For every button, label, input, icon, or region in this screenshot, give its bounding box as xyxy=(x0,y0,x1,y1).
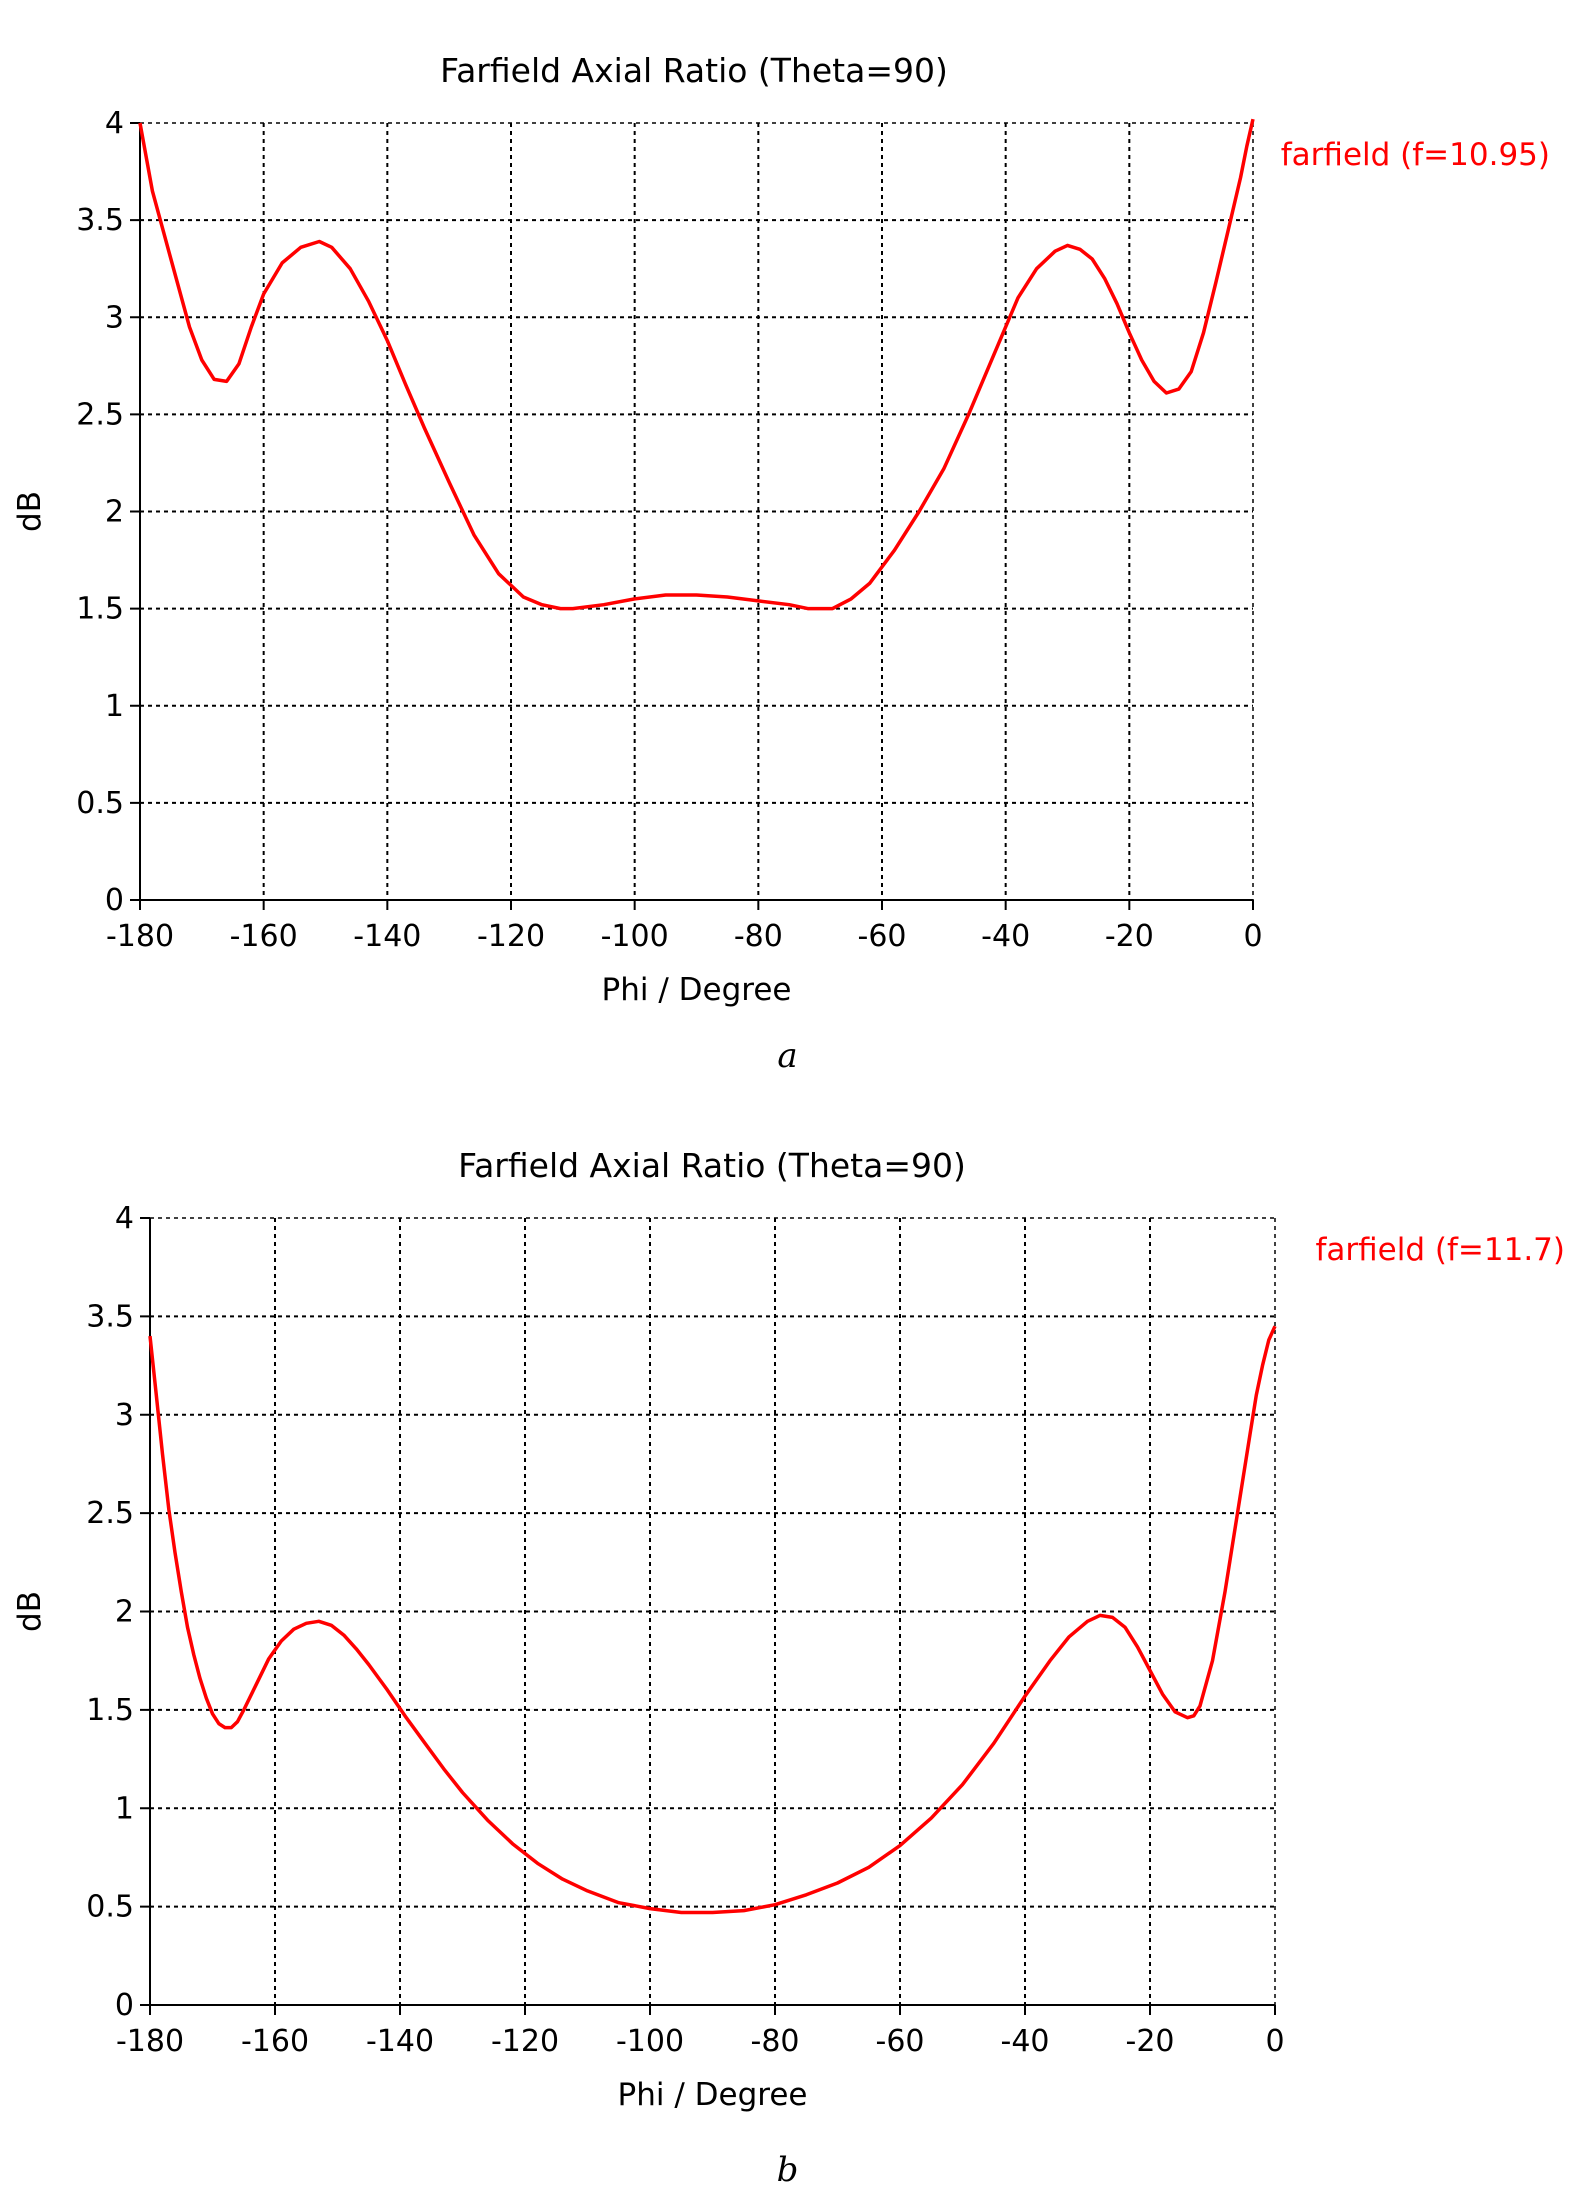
chart-panel-a: Farfield Axial Ratio (Theta=90) -180 -160 -… xyxy=(0,0,1575,1100)
series-line xyxy=(138,118,1255,611)
x-tick-label: -140 xyxy=(366,2024,434,2059)
x-tick-label: -120 xyxy=(477,919,545,954)
chart-title: Farfield Axial Ratio (Theta=90) xyxy=(458,1146,966,1185)
x-tick-label: -100 xyxy=(601,919,669,954)
x-tick-label: -60 xyxy=(858,919,907,954)
x-tick-label: -180 xyxy=(116,2024,184,2059)
x-tick-label: -80 xyxy=(734,919,783,954)
chart-b-svg: Farfield Axial Ratio (Theta=90) -180 -160 -… xyxy=(12,1146,1566,2113)
legend-entry: farfield (f=10.95) xyxy=(1281,137,1550,173)
caption-b: b xyxy=(776,2150,799,2190)
y-axis-label: dB xyxy=(12,491,48,532)
y-tick-label: 0 xyxy=(105,883,124,918)
y-tick-label: 0 xyxy=(115,1988,134,2023)
y-tick-label: 3 xyxy=(105,300,124,335)
x-tick-label: -80 xyxy=(751,2024,800,2059)
y-tick-label: 1.5 xyxy=(86,1693,134,1728)
x-tick-label: 0 xyxy=(1265,2024,1284,2059)
x-tick-label: -40 xyxy=(1001,2024,1050,2059)
y-tick-label: 4 xyxy=(115,1201,134,1236)
y-tick-label: 3.5 xyxy=(86,1299,134,1334)
x-tick-label: -120 xyxy=(491,2024,559,2059)
x-tick-label: -140 xyxy=(353,919,421,954)
y-tick-label: 2.5 xyxy=(76,397,124,432)
y-tick-label: 4 xyxy=(105,106,124,141)
y-tick-label: 3 xyxy=(115,1398,134,1433)
y-tick-label: 1.5 xyxy=(76,592,124,627)
series-line xyxy=(148,1325,1277,1915)
x-tick-label: -20 xyxy=(1105,919,1154,954)
y-tick-label: 0.5 xyxy=(76,786,124,821)
x-axis-label: Phi / Degree xyxy=(602,972,792,1008)
y-tick-label: 0.5 xyxy=(86,1890,134,1925)
y-axis-label: dB xyxy=(12,1591,48,1632)
y-tick-label: 2.5 xyxy=(86,1496,134,1531)
chart-a-svg: Farfield Axial Ratio (Theta=90) -180 -160 -… xyxy=(12,51,1550,1008)
x-tick-label: -20 xyxy=(1126,2024,1175,2059)
x-tick-label: -40 xyxy=(981,919,1030,954)
x-tick-label: -180 xyxy=(106,919,174,954)
y-tick-label: 2 xyxy=(105,495,124,530)
y-tick-label: 2 xyxy=(115,1595,134,1630)
chart-title: Farfield Axial Ratio (Theta=90) xyxy=(440,51,948,90)
x-tick-label: -100 xyxy=(616,2024,684,2059)
x-tick-label: -160 xyxy=(241,2024,309,2059)
x-tick-label: -160 xyxy=(230,919,298,954)
chart-panel-b: Farfield Axial Ratio (Theta=90) -180 -160 -… xyxy=(0,1100,1575,2208)
y-tick-label: 3.5 xyxy=(76,203,124,238)
x-tick-label: 0 xyxy=(1243,919,1262,954)
x-tick-label: -60 xyxy=(876,2024,925,2059)
legend-entry: farfield (f=11.7) xyxy=(1316,1232,1566,1268)
y-tick-label: 1 xyxy=(115,1791,134,1826)
x-axis-label: Phi / Degree xyxy=(618,2077,808,2113)
caption-a: a xyxy=(777,1036,798,1076)
y-tick-label: 1 xyxy=(105,689,124,724)
